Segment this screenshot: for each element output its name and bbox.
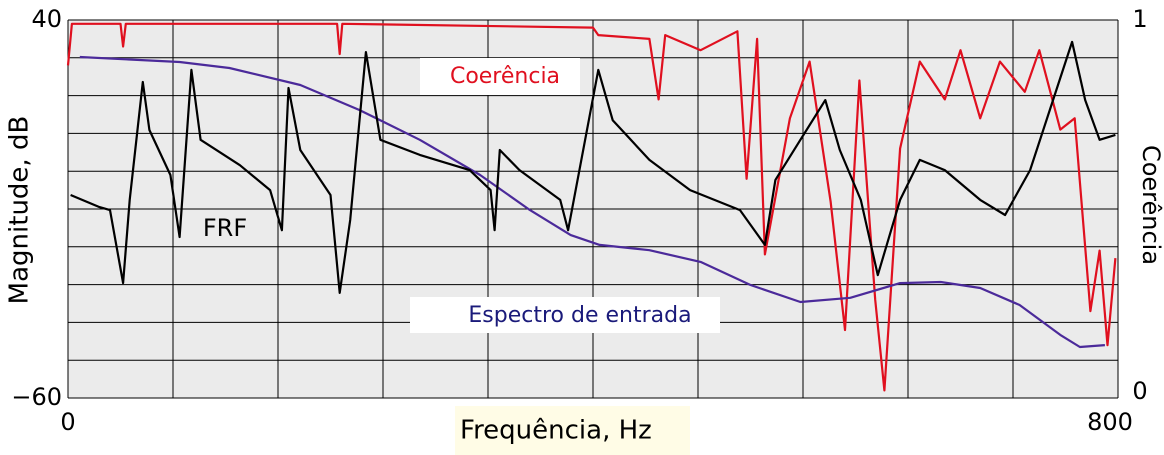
y-axis-label: Magnitude, dB bbox=[5, 116, 35, 305]
series-label: Coerência bbox=[450, 64, 560, 89]
series-label: Espectro de entrada bbox=[468, 303, 691, 328]
lines bbox=[66, 22, 1117, 392]
x-tick-label: 0 bbox=[60, 408, 75, 436]
xlabel-box bbox=[455, 406, 690, 455]
series-label: FRF bbox=[203, 214, 247, 242]
x-axis-label: Frequência, Hz bbox=[460, 416, 652, 446]
x-tick-label: 800 bbox=[1087, 408, 1133, 436]
series-line bbox=[79, 55, 1105, 349]
y2-axis-label: Coerência bbox=[1137, 145, 1164, 265]
y-tick-label: 40 bbox=[31, 5, 62, 33]
y2-tick-label: 0 bbox=[1132, 377, 1147, 405]
y-tick-label: −60 bbox=[11, 383, 62, 411]
series-line bbox=[70, 40, 1116, 294]
label-box bbox=[420, 58, 580, 95]
series-line bbox=[66, 22, 1117, 392]
y2-tick-label: 1 bbox=[1132, 5, 1147, 33]
label-box bbox=[410, 297, 720, 333]
